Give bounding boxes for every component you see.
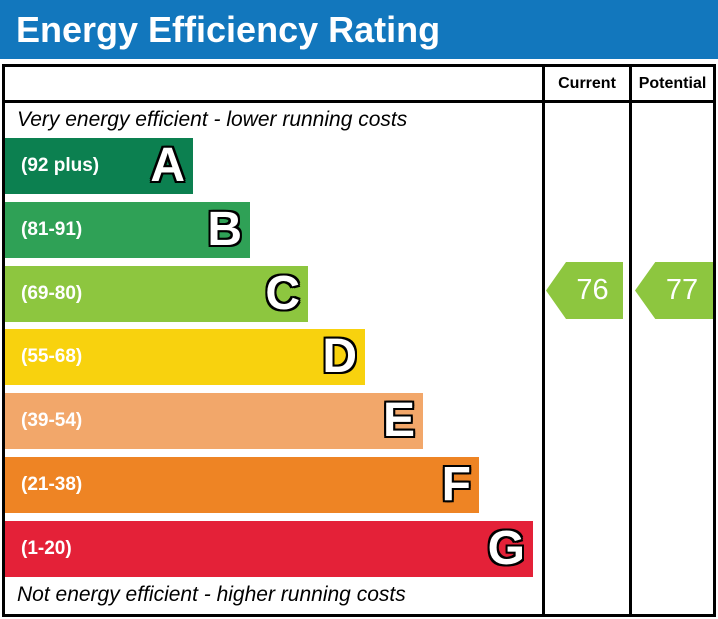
band-range-label: (92 plus): [21, 155, 100, 176]
band-range-label: (21-38): [21, 474, 83, 495]
caption-not-efficient: Not energy efficient - higher running co…: [17, 583, 406, 606]
band-letter: C: [265, 266, 300, 320]
rating-band-d: (55-68) D: [5, 329, 365, 386]
rating-band-c: (69-80) C: [5, 265, 308, 322]
band-letter: A: [150, 139, 185, 192]
rating-band-e: (39-54) E: [5, 393, 423, 450]
band-letter: E: [382, 394, 415, 448]
caption-very-efficient: Very energy efficient - lower running co…: [17, 108, 408, 131]
band-range-label: (69-80): [21, 282, 83, 304]
band-letter: D: [322, 330, 357, 384]
rating-band-b: (81-91) B: [5, 201, 250, 258]
potential-rating-arrow: 77: [635, 262, 713, 319]
header-row-divider: [5, 100, 713, 103]
rating-band-a: (92 plus) A: [5, 138, 193, 194]
band-range-label: (1-20): [21, 537, 72, 559]
column-header-current: Current: [558, 74, 616, 92]
column-divider-potential: [629, 67, 632, 614]
current-rating-value: 76: [576, 274, 609, 306]
title-bar: Energy Efficiency Rating: [0, 0, 718, 59]
current-rating-arrow: 76: [546, 262, 623, 319]
potential-rating-value: 77: [665, 274, 699, 306]
band-range-label: (81-91): [21, 218, 83, 240]
page-title: Energy Efficiency Rating: [16, 8, 441, 50]
rating-band-f: (21-38) F: [5, 457, 479, 513]
band-letter: B: [207, 202, 242, 256]
column-header-potential: Potential: [638, 74, 707, 92]
band-range-label: (55-68): [21, 346, 83, 368]
band-range-label: (39-54): [21, 410, 83, 432]
band-letter: F: [441, 458, 471, 511]
band-letter: G: [487, 521, 525, 575]
energy-efficiency-chart: Current Potential Very energy efficient …: [2, 64, 716, 617]
rating-band-g: (1-20) G: [5, 520, 533, 577]
column-divider-current: [542, 67, 545, 614]
